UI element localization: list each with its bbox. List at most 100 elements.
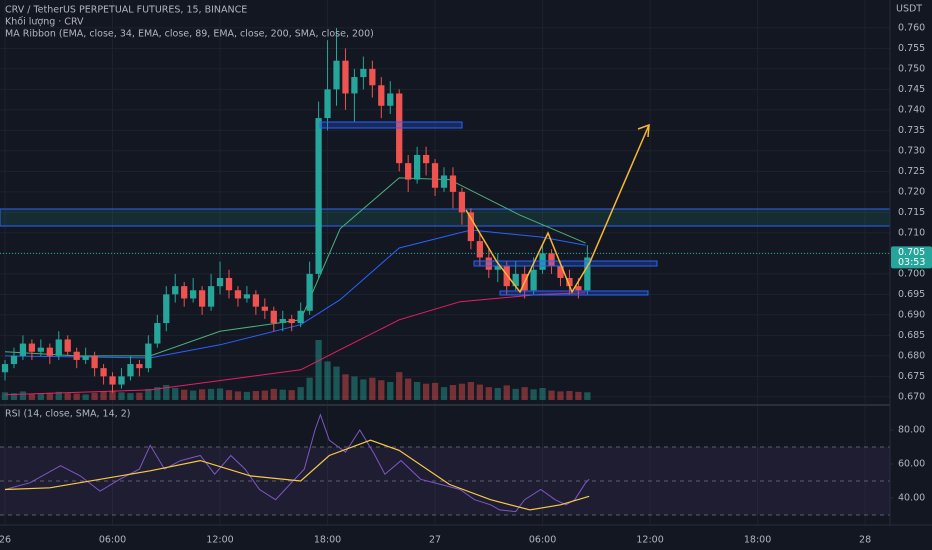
candle-body	[1, 364, 9, 373]
x-tick-label: 12:00	[206, 535, 233, 546]
volume-bar	[387, 382, 394, 400]
y-tick-label: 0.750	[898, 63, 925, 74]
volume-bar	[521, 387, 528, 400]
y-tick-label: 0.695	[898, 289, 925, 300]
rsi-tick-label: 80.00	[898, 424, 925, 435]
volume-bar	[234, 391, 242, 400]
volume-bar	[494, 388, 501, 400]
y-tick-label: 0.680	[898, 350, 925, 361]
candle-body	[261, 306, 268, 311]
candle-body	[315, 118, 322, 274]
price-tag	[891, 246, 932, 269]
x-tick-label: 27	[429, 535, 441, 546]
volume-bar	[288, 390, 295, 400]
candle-body	[458, 191, 466, 213]
volume-bar	[458, 383, 466, 400]
zone	[319, 121, 463, 129]
volume-bar	[19, 391, 27, 400]
volume-bar	[440, 387, 448, 400]
candle-body	[306, 273, 313, 311]
countdown: 03:53	[898, 257, 925, 268]
rsi-tick-label: 60.00	[898, 458, 925, 469]
candle-body	[73, 351, 80, 360]
candle-body	[10, 355, 18, 365]
candle-body	[431, 163, 439, 188]
candle-body	[216, 277, 224, 287]
y-tick-label: 0.730	[898, 145, 925, 156]
volume-bar	[503, 385, 510, 400]
candle-body	[136, 364, 143, 369]
volume-bar	[512, 388, 519, 400]
volume-bar	[360, 379, 367, 400]
y-tick-label: 0.710	[898, 227, 925, 238]
x-tick-label: 18:00	[744, 535, 771, 546]
candle-body	[333, 60, 340, 90]
ma-label: MA Ribbon (EMA, close, 34, EMA, close, 8…	[5, 29, 374, 40]
volume-bar	[333, 366, 340, 400]
currency: USDT	[896, 4, 922, 15]
volume-bar	[566, 391, 573, 400]
y-tick-label: 0.690	[898, 309, 925, 320]
candle-body	[163, 294, 170, 324]
volume-bar	[207, 388, 215, 400]
volume-bar	[136, 392, 143, 400]
candle-body	[19, 343, 27, 356]
volume-bar	[243, 391, 251, 400]
volume-bar	[324, 361, 331, 400]
zone	[473, 260, 658, 267]
candle-body	[297, 310, 304, 324]
y-tick-label: 0.755	[898, 43, 925, 54]
volume-bar	[557, 391, 564, 400]
volume-bar	[449, 385, 457, 400]
volume-bar	[252, 391, 260, 400]
ma-line	[4, 292, 586, 396]
candle-body	[46, 347, 53, 356]
candle-body	[414, 154, 421, 180]
volume-bar	[1, 392, 9, 400]
x-tick-label: 18:00	[314, 535, 341, 546]
volume-bar	[530, 389, 537, 400]
drawings	[319, 121, 658, 296]
candle-body	[512, 273, 519, 287]
y-tick-label: 0.670	[898, 391, 925, 402]
candle-body	[64, 339, 71, 352]
volume-bar	[172, 388, 179, 400]
x-tick-label: 12:00	[636, 535, 663, 546]
volume-bar	[476, 384, 483, 400]
volume-bar	[118, 392, 125, 400]
volume-bar	[198, 389, 206, 400]
candle-body	[234, 290, 242, 299]
candle-body	[28, 343, 36, 352]
candle-body	[270, 310, 277, 324]
candle-body	[154, 323, 161, 344]
candle-body	[243, 294, 251, 299]
candle-body	[575, 286, 582, 291]
volume-bar	[396, 372, 403, 400]
candle-body	[82, 355, 89, 360]
y-tick-label: 0.675	[898, 371, 925, 382]
candle-body	[118, 376, 125, 385]
candle-body	[530, 269, 537, 291]
candle-body	[109, 376, 116, 385]
volume-bar	[467, 382, 475, 400]
volume-bar	[405, 378, 412, 400]
rsi-tick-label: 40.00	[898, 492, 925, 503]
candle-body	[351, 77, 358, 94]
candle-body	[422, 154, 430, 164]
y-tick-label: 0.725	[898, 166, 925, 177]
volume-bar	[73, 393, 80, 400]
candle-body	[181, 286, 188, 299]
y-tick-label: 0.745	[898, 84, 925, 95]
candle-body	[387, 93, 394, 106]
candle-body	[557, 265, 564, 278]
candle-body	[145, 343, 152, 369]
rsi-title: RSI (14, close, SMA, 14, 2)	[5, 409, 130, 420]
candle-body	[190, 290, 197, 299]
candle-body	[324, 89, 331, 119]
volume-bar	[548, 390, 555, 400]
volume-bar	[28, 393, 36, 400]
candle-body	[198, 290, 206, 307]
volume-bar	[225, 390, 233, 400]
volume-bar	[145, 388, 152, 400]
